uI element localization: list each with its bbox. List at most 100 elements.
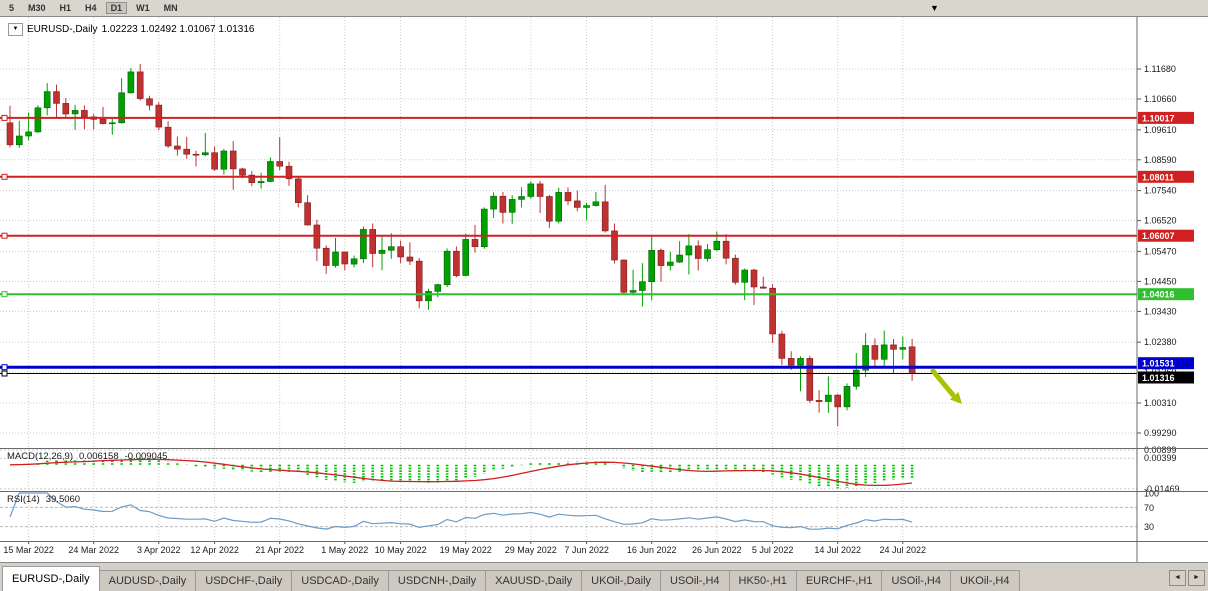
candle-body <box>601 201 609 232</box>
timeframe-button-h1[interactable]: H1 <box>59 3 72 13</box>
chart-ohlc-readout: ▼ EURUSD-,Daily 1.02223 1.02492 1.01067 … <box>8 23 255 36</box>
symbol-tab-usoilh4[interactable]: USOil-,H4 <box>660 570 730 591</box>
time-axis-label: 12 Apr 2022 <box>190 545 239 555</box>
candle-body <box>25 131 32 137</box>
candle-body <box>462 239 470 276</box>
timeframe-button-5[interactable]: 5 <box>9 3 15 13</box>
chart-dropdown-icon[interactable]: ▼ <box>8 23 23 36</box>
symbol-tab-hk50h1[interactable]: HK50-,H1 <box>728 570 797 591</box>
candle-body <box>592 201 600 206</box>
symbol-tab-usdchfdaily[interactable]: USDCHF-,Daily <box>195 570 293 591</box>
price-axis-label: 1.10660 <box>1144 94 1177 104</box>
candle-body <box>713 240 721 250</box>
symbol-tab-xauusddaily[interactable]: XAUUSD-,Daily <box>485 570 583 591</box>
candle-body <box>285 165 293 180</box>
time-axis-label: 7 Jun 2022 <box>564 545 609 555</box>
sell-arrow-annotation[interactable] <box>930 368 956 398</box>
candle-body <box>871 345 879 360</box>
sell-arrow-head-icon[interactable] <box>950 392 962 404</box>
time-axis-label: 14 Jul 2022 <box>814 545 861 555</box>
candle-body <box>304 202 311 226</box>
macd-signal-value: -0.009045 <box>124 451 168 462</box>
candle-body <box>620 259 628 293</box>
time-axis-label: 24 Mar 2022 <box>68 545 119 555</box>
candle-body <box>332 251 339 266</box>
rsi-line <box>9 492 913 530</box>
price-axis-label: 1.00310 <box>1144 398 1177 408</box>
timeframe-button-m30[interactable]: M30 <box>28 3 46 13</box>
line-drag-handle[interactable] <box>1 232 8 239</box>
tab-scroll-buttons: ◄ ► <box>1166 570 1208 591</box>
line-drag-handle[interactable] <box>1 114 8 121</box>
price-axis-label: 1.03430 <box>1144 306 1177 316</box>
candle-body <box>862 345 869 371</box>
price-line-badge-label: 1.08011 <box>1142 172 1174 182</box>
candle-body <box>192 153 200 156</box>
candle-body <box>694 245 702 259</box>
macd-scale-label: 0.00899 <box>1144 445 1177 455</box>
line-drag-handle[interactable] <box>1 291 8 298</box>
candle-body <box>666 261 674 266</box>
candle-body <box>527 183 535 197</box>
price-line-badge-label: 1.01316 <box>1142 373 1175 383</box>
candle-body <box>211 152 218 170</box>
candle-body <box>852 369 860 387</box>
candle-body <box>183 148 190 155</box>
timeframe-buttons-group: 5 M30 H1 H4 D1 W1 MN <box>4 2 187 14</box>
rsi-level-label: 100 <box>1144 489 1159 499</box>
macd-scale-label: -0.01469 <box>1144 484 1180 494</box>
price-line-badge-label: 1.10017 <box>1142 113 1175 123</box>
candle-body <box>164 126 172 147</box>
candle-body <box>564 192 572 202</box>
price-axis-label: 1.09610 <box>1144 125 1177 135</box>
candle-body <box>81 110 88 118</box>
symbol-tab-audusddaily[interactable]: AUDUSD-,Daily <box>98 570 197 591</box>
price-chart[interactable]: 15 Mar 2022 24 Mar 2022 3 Apr 2022 12 Apr 2… <box>0 0 1208 563</box>
timeframe-button-mn[interactable]: MN <box>163 3 178 13</box>
tabs-scroll-right-button[interactable]: ► <box>1188 570 1205 586</box>
timeframe-toolbar: 5 M30 H1 H4 D1 W1 MN <box>0 0 1208 17</box>
candle-body <box>34 107 42 133</box>
macd-name: MACD(12,26,9) <box>7 451 73 462</box>
candle-body <box>6 122 14 146</box>
tabs-scroll-left-button[interactable]: ◄ <box>1169 570 1186 586</box>
candle-body <box>806 358 814 401</box>
candle-body <box>778 333 786 359</box>
candle-body <box>406 256 414 262</box>
candle-body <box>425 291 432 302</box>
candle-body <box>825 394 832 402</box>
time-axis-label: 29 May 2022 <box>505 545 557 555</box>
price-axis-label: 1.02380 <box>1144 337 1177 347</box>
symbol-tab-usdcaddaily[interactable]: USDCAD-,Daily <box>291 570 389 591</box>
candle-body <box>797 358 804 366</box>
time-axis-label: 15 Mar 2022 <box>3 545 54 555</box>
symbol-tab-usoilh4[interactable]: USOil-,H4 <box>881 570 951 591</box>
chart-ohlc-values: 1.02223 1.02492 1.01067 1.01316 <box>101 24 255 35</box>
candle-body <box>741 269 749 283</box>
line-drag-handle[interactable] <box>1 364 8 371</box>
candle-body <box>434 284 442 292</box>
candle-body <box>518 196 525 200</box>
price-line-badge <box>1138 357 1194 370</box>
symbol-tab-eurusddaily[interactable]: EURUSD-,Daily <box>2 566 100 591</box>
candle-body <box>732 257 739 283</box>
symbol-tab-ukoildaily[interactable]: UKOil-,Daily <box>581 570 662 591</box>
candle-body <box>890 344 897 350</box>
symbol-tab-ukoilh4[interactable]: UKOil-,H4 <box>949 570 1020 591</box>
macd-indicator-label: MACD(12,26,9) 0.006158 -0.009045 <box>7 451 173 462</box>
symbol-tab-usdcnhdaily[interactable]: USDCNH-,Daily <box>387 570 487 591</box>
chart-shift-marker-icon[interactable]: ▼ <box>930 3 939 13</box>
timeframe-button-w1[interactable]: W1 <box>136 3 150 13</box>
price-line-badge-label: 1.04016 <box>1142 290 1175 300</box>
candle-body <box>155 104 163 128</box>
candle-body <box>443 250 451 285</box>
line-drag-handle[interactable] <box>1 370 8 377</box>
symbol-tab-eurchfh1[interactable]: EURCHF-,H1 <box>795 570 883 591</box>
timeframe-button-d1[interactable]: D1 <box>105 2 128 14</box>
symbol-tab-bar: EURUSD-,Daily AUDUSD-,Daily USDCHF-,Daily U… <box>0 562 1208 591</box>
candle-body <box>843 385 851 408</box>
line-drag-handle[interactable] <box>1 173 8 180</box>
time-axis-label: 1 May 2022 <box>321 545 368 555</box>
timeframe-button-h4[interactable]: H4 <box>85 3 97 13</box>
